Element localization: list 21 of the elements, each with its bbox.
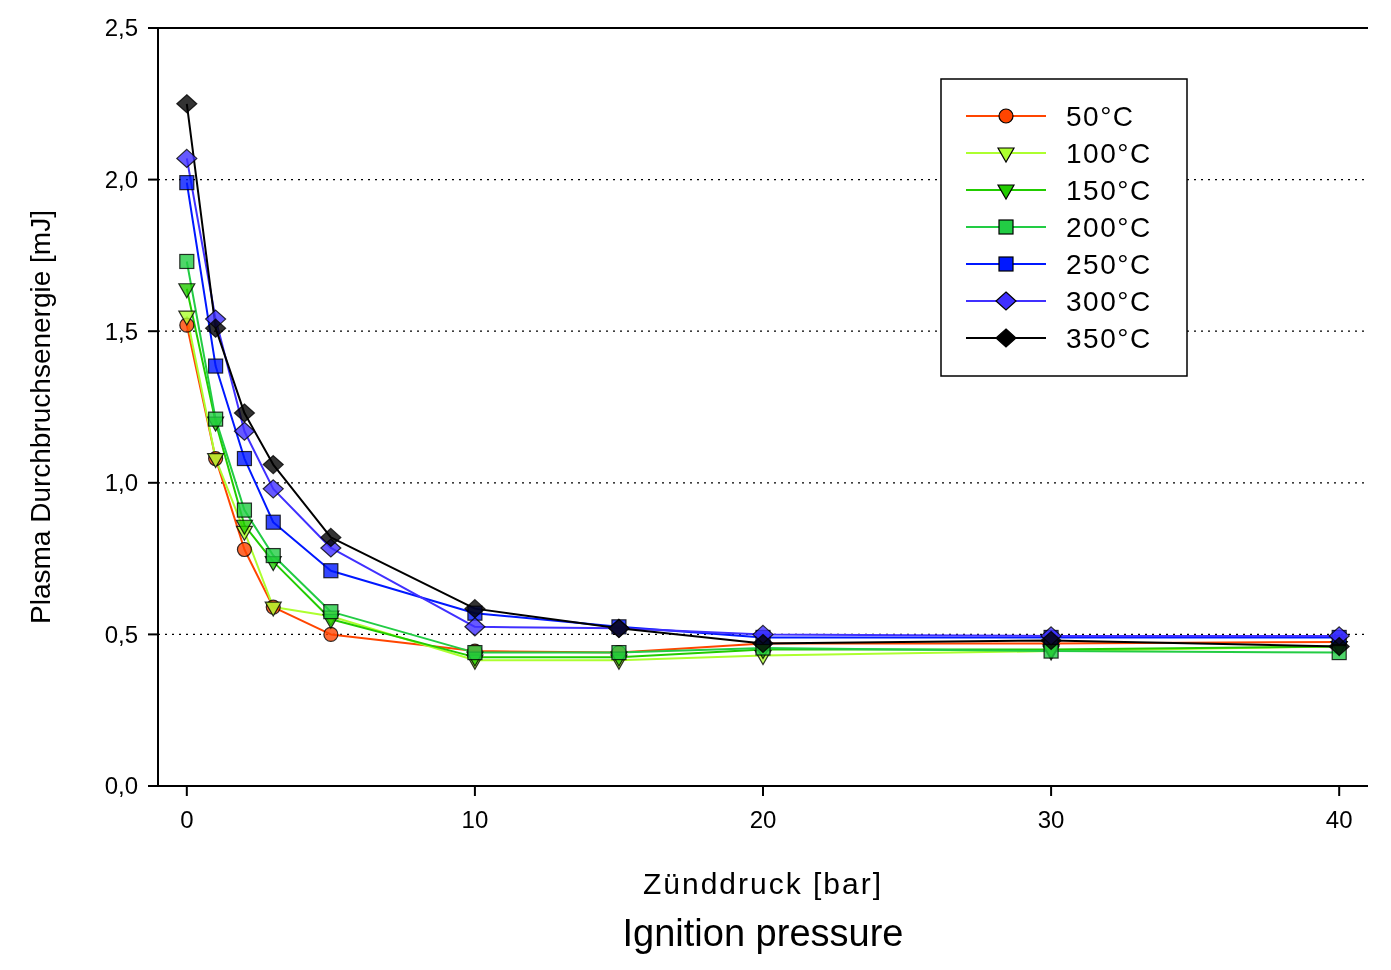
- y-tick-label: 0,5: [104, 620, 138, 648]
- x-tick-label: 20: [749, 806, 777, 833]
- legend-label: 350°C: [1066, 322, 1152, 354]
- text: Ignition pressure: [622, 912, 904, 954]
- legend-label: 100°C: [1066, 137, 1152, 169]
- x-tick-label: 0: [180, 806, 194, 833]
- y-axis-title: Plasma Durchbruchsenergie [mJ]: [25, 210, 56, 624]
- y-tick-label: 2,5: [104, 14, 138, 42]
- legend-label: 300°C: [1066, 285, 1152, 317]
- x-tick-label: 30: [1037, 806, 1065, 833]
- legend-label: 250°C: [1066, 248, 1152, 280]
- x-tick-label: 10: [461, 806, 489, 833]
- y-tick-label: 0,0: [104, 772, 138, 800]
- y-tick-label: 1,0: [104, 469, 138, 497]
- x-tick-label: 40: [1325, 806, 1353, 833]
- legend-label: 150°C: [1066, 174, 1152, 206]
- y-tick-label: 1,5: [104, 317, 138, 345]
- legend-label: 50°C: [1066, 100, 1135, 132]
- y-tick-label: 2,0: [104, 166, 138, 193]
- legend-label: 200°C: [1066, 211, 1152, 243]
- x-axis-title: Zünddruck [bar]: [642, 867, 884, 900]
